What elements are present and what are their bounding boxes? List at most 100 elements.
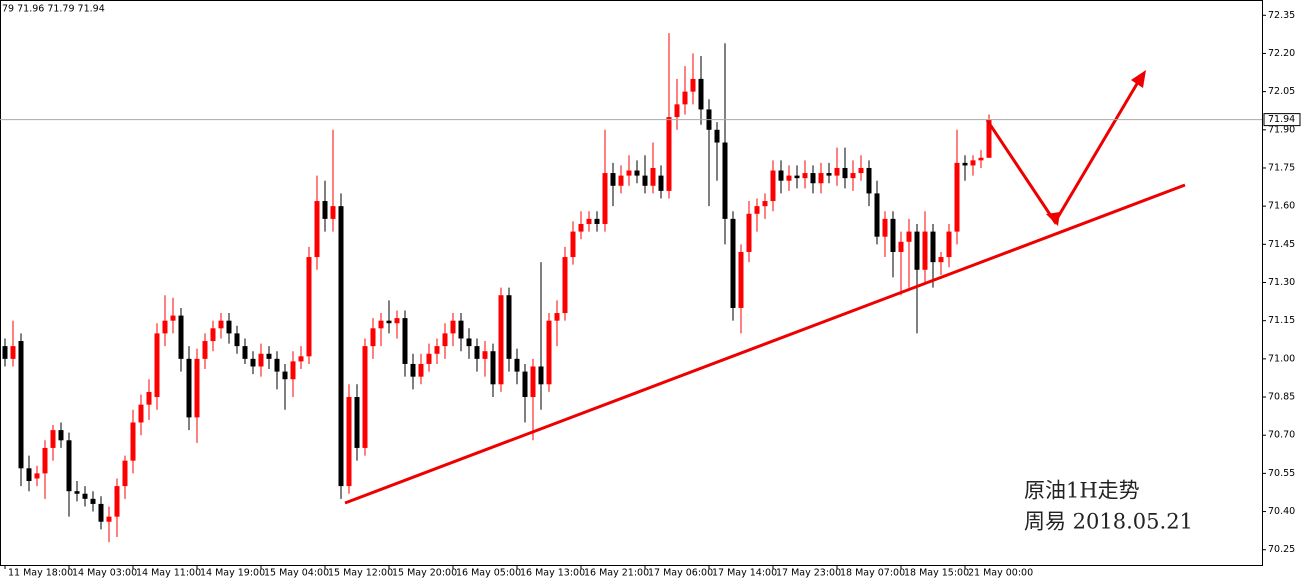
arrow-head — [1046, 212, 1060, 226]
candle-body — [730, 218, 736, 308]
candle-body — [26, 468, 32, 482]
candle-body — [650, 167, 656, 186]
candle-body — [186, 358, 192, 418]
candle-body — [354, 397, 360, 448]
candle-body — [122, 460, 128, 487]
x-tick-label: 17 May 23:00 — [776, 568, 841, 579]
y-tick-label: 70.25 — [1268, 544, 1295, 555]
candle-body — [154, 333, 160, 398]
price-label-box — [1263, 113, 1301, 127]
candle-body — [922, 231, 928, 270]
candle-body — [346, 397, 352, 487]
candle-body — [498, 295, 504, 385]
candle-body — [842, 167, 848, 179]
x-tick-label: 18 May 07:00 — [840, 568, 905, 579]
trend-line — [344, 183, 1186, 505]
y-tick-label: 71.15 — [1268, 315, 1295, 326]
candle-body — [426, 353, 432, 364]
candle-body — [50, 430, 56, 448]
candle-body — [618, 175, 624, 186]
candle-body — [634, 170, 640, 176]
candle-body — [690, 78, 696, 92]
candle-body — [282, 371, 288, 380]
candle-body — [834, 167, 840, 176]
candle-body — [954, 162, 960, 232]
candle-body — [850, 173, 856, 179]
candle-body — [642, 175, 648, 186]
candle-body — [266, 353, 272, 359]
candle-body — [882, 218, 888, 237]
candle-body — [506, 295, 512, 359]
candle-body — [522, 371, 528, 398]
y-tick-label: 70.40 — [1268, 506, 1295, 517]
candle-body — [810, 173, 816, 184]
candle-body — [546, 320, 552, 385]
candle-body — [666, 117, 672, 191]
candle-body — [786, 175, 792, 181]
candle-body — [826, 173, 832, 176]
y-tick-label: 71.90 — [1268, 124, 1295, 135]
x-tick-label: 15 May 20:00 — [392, 568, 457, 579]
candle-body — [170, 315, 176, 321]
candle-body — [874, 193, 880, 237]
candle-body — [466, 338, 472, 347]
candle-body — [658, 175, 664, 191]
candle-body — [754, 206, 760, 214]
price-label: 71.94 — [1268, 114, 1295, 125]
candle-body — [418, 363, 424, 377]
candle-body — [858, 167, 864, 174]
candle-body — [410, 363, 416, 377]
y-tick-label: 71.75 — [1268, 162, 1295, 173]
y-tick-label: 70.70 — [1268, 430, 1295, 441]
candle-body — [762, 201, 768, 207]
candle-body — [570, 231, 576, 258]
candles — [2, 33, 992, 543]
candle-body — [274, 358, 280, 372]
candle-body — [930, 231, 936, 263]
ohlc-header: 79 71.96 71.79 71.94 — [2, 4, 105, 15]
y-tick-label: 71.30 — [1268, 277, 1295, 288]
y-tick-label: 71.45 — [1268, 239, 1295, 250]
candle-body — [914, 231, 920, 270]
candle-body — [578, 223, 584, 232]
x-tick-label: 16 May 13:00 — [520, 568, 585, 579]
x-tick-label: 17 May 06:00 — [648, 568, 713, 579]
y-tick-label: 70.55 — [1268, 468, 1295, 479]
candle-body — [202, 341, 208, 359]
candle-body — [714, 129, 720, 143]
candle-body — [2, 346, 8, 359]
candle-body — [34, 473, 40, 479]
y-tick-label: 71.60 — [1268, 201, 1295, 212]
candle-body — [482, 351, 488, 359]
x-tick-label: 17 May 14:00 — [712, 568, 777, 579]
candle-body — [258, 353, 264, 367]
candle-body — [586, 218, 592, 224]
candle-body — [298, 356, 304, 362]
x-tick-label: 11 May 18:00 — [8, 568, 73, 579]
candle-body — [986, 119, 992, 158]
candle-body — [746, 213, 752, 252]
candle-body — [562, 257, 568, 314]
candle-body — [162, 320, 168, 334]
candle-body — [818, 173, 824, 184]
candle-body — [250, 358, 256, 367]
candle-body — [10, 346, 16, 359]
candle-body — [66, 440, 72, 492]
candle-body — [114, 486, 120, 517]
candle-body — [82, 493, 88, 499]
candle-body — [434, 346, 440, 354]
candle-body — [330, 206, 336, 219]
candle-body — [362, 346, 368, 448]
x-tick-label: 21 May 00:00 — [968, 568, 1033, 579]
plot-frame — [0, 0, 1263, 566]
candle-body — [58, 430, 64, 441]
candle-body — [970, 160, 976, 166]
candle-body — [74, 491, 80, 494]
candle-body — [554, 313, 560, 321]
x-tick-label: 16 May 05:00 — [456, 568, 521, 579]
candle-body — [458, 320, 464, 339]
candle-body — [978, 157, 984, 161]
candle-body — [394, 318, 400, 324]
candle-body — [386, 320, 392, 324]
